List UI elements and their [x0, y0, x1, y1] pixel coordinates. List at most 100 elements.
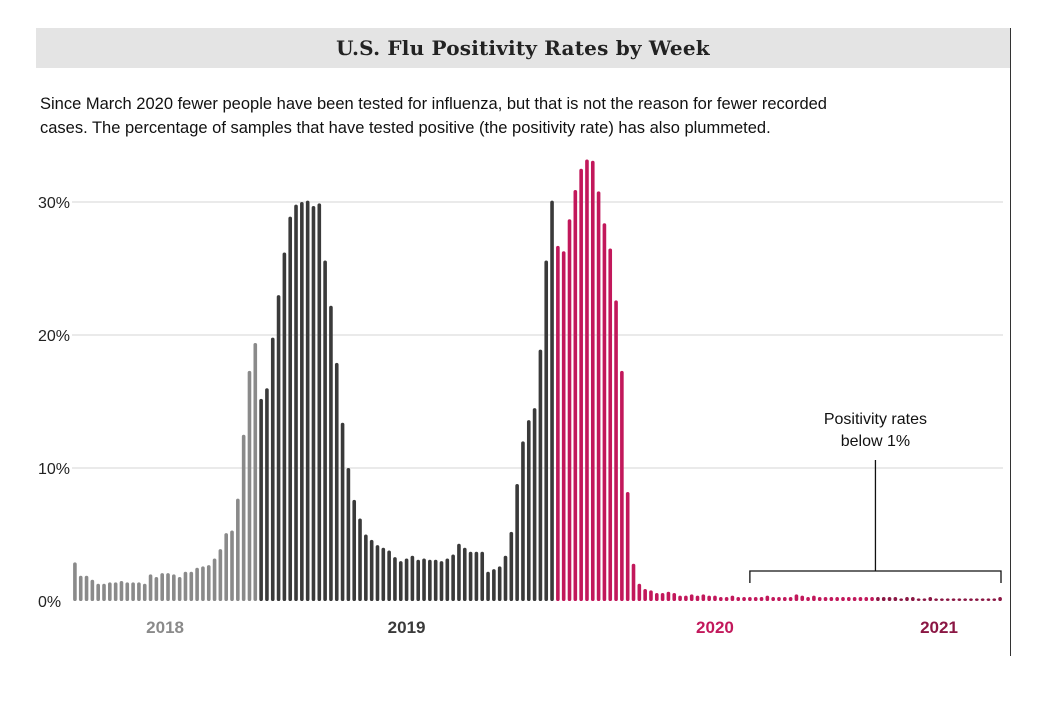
bar	[788, 597, 793, 601]
bar	[468, 551, 473, 601]
bar	[334, 362, 339, 601]
bar	[398, 561, 403, 601]
bar	[718, 597, 723, 601]
bar	[934, 598, 938, 601]
bar	[131, 582, 135, 601]
bar	[620, 370, 624, 601]
y-tick-label: 30%	[38, 195, 70, 212]
bar	[945, 598, 950, 601]
bar	[154, 577, 159, 601]
bar	[125, 582, 130, 601]
bar	[462, 547, 467, 601]
bar	[276, 295, 281, 601]
bar	[212, 558, 217, 601]
annotation-text-line-2: below 1%	[841, 433, 910, 450]
annotation-text-line-1: Positivity rates	[824, 411, 927, 428]
subtitle-line-1: Since March 2020 fewer people have been …	[40, 95, 827, 113]
bar	[823, 597, 828, 601]
bar	[625, 491, 630, 601]
bar	[433, 559, 438, 601]
bar	[172, 574, 176, 601]
bar	[922, 598, 927, 601]
subtitle-line-2: cases. The percentage of samples that ha…	[40, 119, 771, 137]
bar	[550, 200, 554, 602]
bar	[951, 598, 956, 601]
bar	[166, 573, 170, 601]
bar	[177, 577, 182, 601]
bar	[579, 168, 583, 601]
bar	[253, 342, 258, 601]
bar	[940, 598, 944, 601]
bar	[684, 595, 688, 601]
chart-subtitle: Since March 2020 fewer people have been …	[40, 92, 1000, 140]
chart-title: U.S. Flu Positivity Rates by Week	[336, 36, 710, 60]
bar	[497, 566, 502, 601]
bar	[259, 398, 263, 601]
bars	[73, 159, 1002, 602]
bar	[84, 575, 89, 601]
bar	[590, 160, 595, 601]
bar	[73, 562, 77, 601]
bar	[236, 498, 240, 601]
bar	[358, 518, 362, 601]
bar	[160, 573, 164, 601]
bar	[695, 595, 700, 601]
gridlines	[72, 201, 1003, 469]
bar	[189, 571, 194, 601]
bar	[672, 593, 677, 601]
bar	[678, 595, 682, 601]
y-tick-label: 20%	[38, 328, 70, 345]
bar	[265, 388, 269, 601]
bar	[969, 598, 973, 601]
bar	[78, 575, 83, 601]
bar	[218, 549, 223, 601]
bar	[329, 305, 333, 601]
bar	[782, 597, 787, 601]
y-axis-labels: 0% 10% 20% 30%	[38, 195, 70, 611]
bar	[963, 598, 967, 601]
bar	[294, 204, 298, 601]
bar	[142, 583, 147, 601]
bar	[916, 598, 921, 601]
annotation: Positivity rates below 1%	[749, 411, 1002, 583]
title-bar: U.S. Flu Positivity Rates by Week	[36, 28, 1010, 68]
bar	[689, 594, 694, 601]
bar	[847, 597, 851, 601]
bar	[567, 219, 572, 602]
year-labels: 2018 2019 2020 2021	[146, 618, 958, 637]
bar	[113, 582, 118, 601]
bar	[422, 558, 426, 601]
bar	[992, 598, 997, 601]
bar	[90, 579, 95, 601]
bar	[654, 593, 659, 601]
bar	[812, 595, 816, 601]
bar	[183, 571, 188, 601]
bar	[416, 559, 421, 601]
bar	[300, 202, 304, 601]
bar	[148, 574, 153, 601]
bar	[224, 533, 228, 601]
bar	[817, 597, 822, 601]
bar	[864, 597, 869, 601]
y-tick-label: 0%	[38, 594, 61, 611]
bar	[381, 547, 386, 601]
bar	[986, 598, 991, 601]
bar	[841, 597, 845, 601]
bar	[643, 589, 647, 601]
bar	[311, 205, 316, 602]
bar	[538, 349, 543, 601]
bar	[649, 590, 653, 601]
bar	[742, 597, 746, 601]
bar	[771, 597, 775, 601]
bar	[556, 245, 560, 601]
bar	[876, 597, 880, 601]
bar	[369, 539, 374, 601]
right-border-rule	[1010, 28, 1011, 656]
bar	[515, 483, 519, 601]
bar	[503, 555, 508, 601]
bar	[887, 597, 892, 601]
bar	[492, 569, 496, 601]
annotation-bracket	[749, 570, 1002, 583]
bar	[911, 597, 915, 601]
